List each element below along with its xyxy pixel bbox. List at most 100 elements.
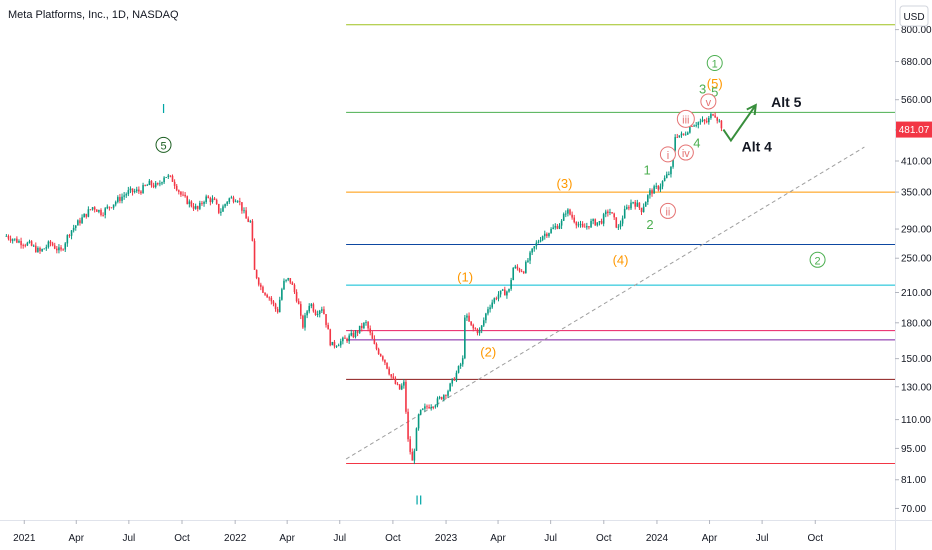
price-bar-185 [394,376,397,385]
price-bar-body [310,304,313,306]
time-tick-label: 2023 [435,533,458,544]
price-bar-body [152,185,155,188]
price-axis[interactable]: 800.00680.00560.00480.00410.00350.00290.… [895,25,932,515]
price-bar-132 [283,278,285,290]
price-bar-90 [194,203,197,210]
price-bar-81 [175,183,178,192]
price-bar-body [194,206,197,209]
price-bar-body [583,226,586,228]
price-bar-body [581,223,584,227]
price-bar-body [424,406,426,409]
price-bar-321 [680,131,683,138]
price-bar-body [375,343,378,349]
wave-label-7: (5) [707,76,723,91]
price-bar-body [186,196,189,205]
price-bar-body [413,450,416,461]
price-bar-body [510,280,512,289]
price-bar-body [518,268,521,272]
price-bar-body [140,191,142,194]
price-bar-229 [487,306,489,316]
price-bar-158 [337,343,340,347]
price-bar-1 [7,234,10,241]
price-bar-body [464,317,466,359]
price-bar-10 [26,241,29,247]
price-bar-113 [243,207,245,214]
time-tick-label: Apr [490,533,506,544]
price-bar-91 [196,205,199,212]
price-bar-206 [438,395,441,400]
price-bar-body [302,315,304,328]
price-bar-29 [66,234,69,247]
price-bar-198 [421,408,424,411]
price-bar-body [485,313,487,321]
price-bar-body [354,331,357,338]
price-bar-body [421,408,424,410]
price-bar-14 [35,242,37,253]
price-bar-body [83,213,85,218]
price-bar-55 [121,193,123,204]
price-bar-73 [159,180,161,187]
price-bar-76 [165,176,167,178]
price-bar-body [356,331,359,333]
wave-label-20: Alt 5 [771,94,802,110]
wave-label-circle-15 [659,146,676,163]
price-bar-body [472,324,475,329]
price-bar-220 [468,312,470,323]
price-tick-label: 110.00 [901,415,931,426]
price-bar-body [478,330,481,334]
price-bar-body [367,322,369,329]
price-bar-body [634,202,637,207]
price-bar-body [718,120,721,122]
price-bar-212 [451,378,454,387]
price-bar-285 [604,209,607,218]
wave-label-circle-8 [706,54,723,71]
price-bar-body [663,177,666,182]
price-bar-275 [583,223,586,228]
price-bar-32 [72,224,75,233]
price-bar-176 [375,342,378,351]
wave-label-16: ii [665,206,670,218]
price-bar-body [541,236,544,241]
price-bar-body [95,209,98,212]
price-bar-body [199,202,201,209]
price-bar-body [386,362,388,369]
price-tick-label: 410.00 [901,156,932,167]
price-bar-body [142,185,144,194]
price-bar-body [283,280,285,290]
price-bar-body [546,233,548,237]
price-bar-body [207,196,210,199]
price-bar-24 [56,246,58,254]
price-bar-20 [47,240,50,249]
price-bar-body [125,194,128,196]
price-bar-body [457,366,460,373]
price-bar-19 [45,244,48,251]
price-bar-31 [70,230,73,240]
price-bar-body [417,414,420,429]
price-bar-59 [129,186,132,194]
price-bar-288 [611,212,613,214]
price-bar-body [487,309,489,314]
price-bar-3 [11,238,14,244]
price-bar-263 [558,223,561,230]
price-bar-body [51,243,54,246]
price-bar-body [447,391,449,396]
price-bar-315 [668,171,670,176]
price-bar-body [87,209,90,217]
time-axis[interactable]: 2021 Apr Jul Oct 2022 Apr Jul Oct 2023 Apr Jul Oct 2… [13,520,823,544]
price-bar-body [314,311,317,315]
currency-button[interactable]: USD [899,5,929,27]
price-bar-25 [58,244,60,254]
price-bar-312 [661,180,664,190]
price-bar-body [333,341,336,347]
price-bar-body [670,166,672,175]
price-bar-body [228,198,231,202]
price-bar-160 [342,336,344,345]
price-bar-body [260,284,262,287]
price-bar-279 [592,218,594,225]
price-bar-body [436,398,439,406]
price-bar-292 [619,220,622,230]
price-bar-body [577,224,580,226]
price-bar-302 [640,207,643,216]
price-bar-126 [270,296,273,305]
